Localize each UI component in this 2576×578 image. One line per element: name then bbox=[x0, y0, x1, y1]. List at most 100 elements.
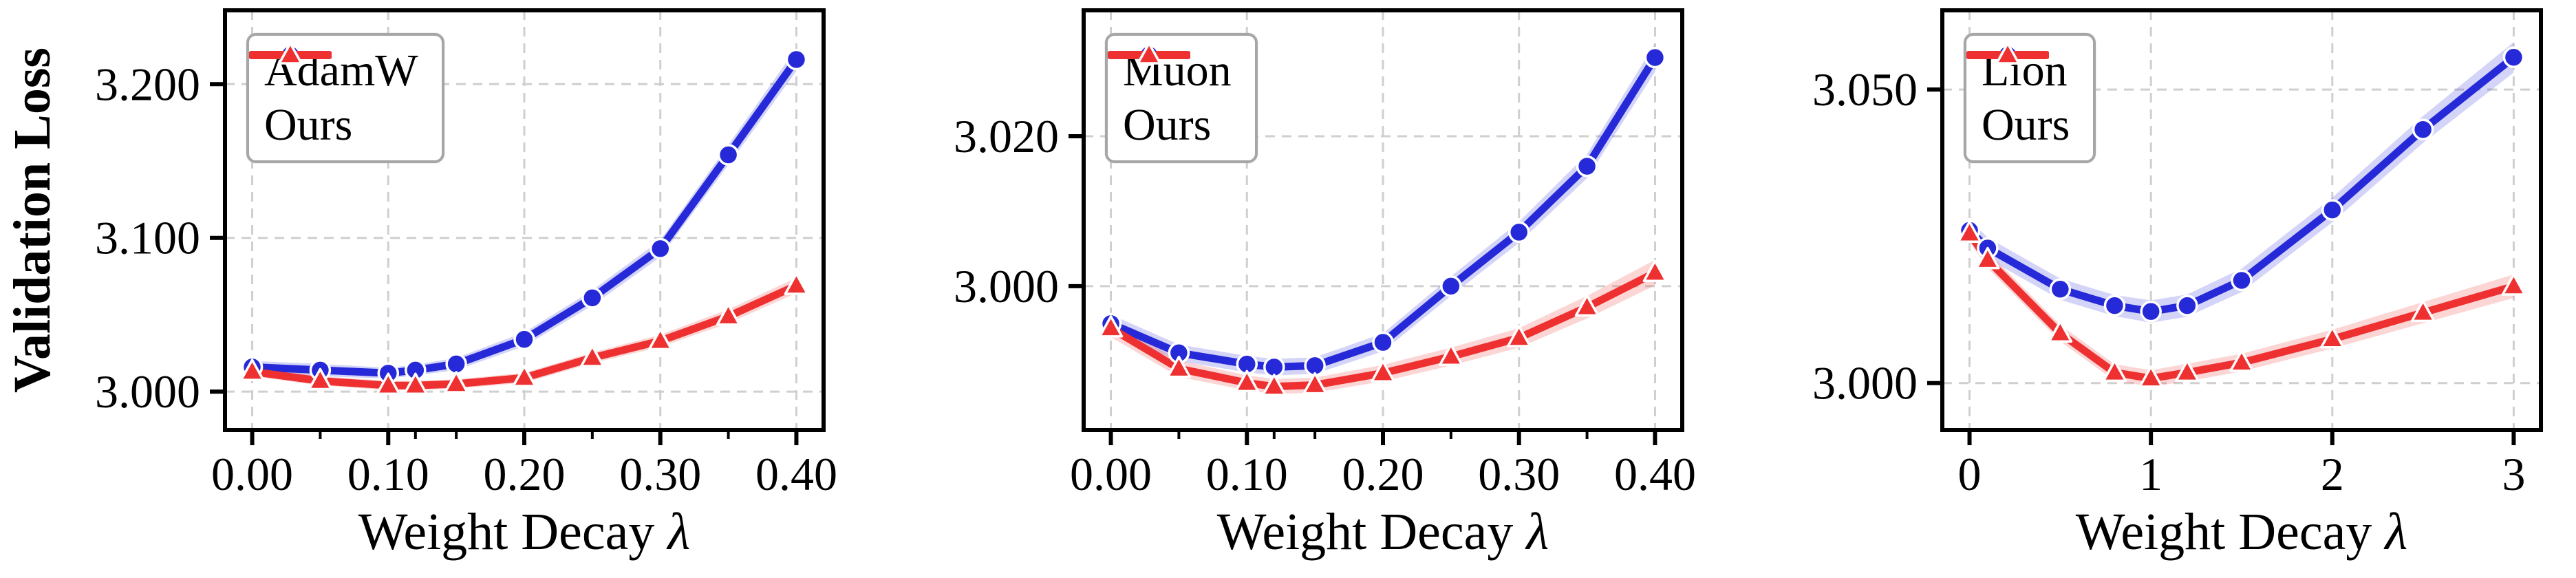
legend-label: Ours bbox=[1982, 100, 2070, 151]
adamw-marker bbox=[717, 144, 740, 166]
ours-line bbox=[1966, 229, 2518, 383]
ours-marker bbox=[1957, 220, 1982, 243]
lion-marker bbox=[2321, 199, 2343, 221]
ours-marker bbox=[1098, 315, 1124, 338]
legend-label: Ours bbox=[264, 100, 353, 151]
ours-marker bbox=[239, 358, 265, 381]
ours-marker bbox=[647, 328, 673, 351]
x-tick-label: 2 bbox=[2321, 448, 2344, 500]
adamw-marker bbox=[581, 287, 603, 309]
ours-marker bbox=[403, 372, 428, 395]
legend-item-ours: Ours bbox=[1966, 42, 2070, 151]
ours-marker bbox=[308, 367, 333, 391]
ours-marker bbox=[1302, 372, 1327, 395]
y-tick-label: 3.020 bbox=[954, 110, 1059, 162]
x-tick-label: 3 bbox=[2502, 448, 2525, 500]
chart-panel-adamw: 0.00 0.10 0.20 0.30 0.40 3.000 3.100 3.200 Weigh… bbox=[0, 0, 859, 578]
y-tick-label: 3.200 bbox=[95, 58, 200, 110]
x-tick-label: 0.00 bbox=[211, 448, 293, 500]
ours-marker bbox=[444, 371, 469, 394]
y-tick-label: 3.000 bbox=[1812, 357, 1918, 409]
x-tick-label: 0.10 bbox=[347, 448, 429, 500]
plot-canvas-muon: 0.00 0.10 0.20 0.30 0.40 3.000 3.020 Weight Dec… bbox=[954, 8, 1696, 561]
legend-item-ours: Ours bbox=[249, 42, 418, 151]
adamw-marker bbox=[785, 48, 808, 71]
x-tick-label: 1 bbox=[2139, 448, 2162, 500]
adamw-marker bbox=[513, 328, 535, 350]
ours-line bbox=[248, 281, 800, 389]
ours-marker bbox=[1642, 259, 1668, 282]
legend: AdamW Ours bbox=[246, 33, 444, 163]
ours-marker bbox=[1506, 325, 1532, 347]
muon-marker bbox=[1507, 221, 1530, 244]
x-tick-label: 0 bbox=[1958, 448, 1982, 500]
x-tick-label: 0.20 bbox=[484, 448, 566, 500]
ours-marker bbox=[512, 365, 537, 387]
x-tick-label: 0.30 bbox=[619, 448, 701, 500]
plot-canvas-lion: 0 1 2 3 3.000 3.050 Weight Decay λ bbox=[1812, 8, 2543, 561]
ours-marker bbox=[2501, 273, 2526, 296]
x-axis-label: Weight Decay λ bbox=[358, 503, 691, 561]
lion-line bbox=[1966, 53, 2518, 316]
legend-triangle-marker-icon bbox=[249, 42, 332, 65]
ours-marker bbox=[1439, 343, 1463, 366]
legend-triangle-marker-icon bbox=[1108, 42, 1190, 65]
muon-line bbox=[1107, 54, 1659, 371]
y-tick-label: 3.000 bbox=[95, 365, 200, 418]
ours-marker bbox=[2410, 299, 2436, 323]
ours-marker bbox=[2320, 326, 2345, 349]
muon-marker bbox=[1372, 331, 1394, 354]
legend-triangle-marker-icon bbox=[1966, 42, 2049, 65]
lion-marker bbox=[2502, 46, 2525, 69]
muon-marker bbox=[1644, 46, 1666, 69]
legend: Lion Ours bbox=[1964, 33, 2096, 163]
y-tick-label: 3.000 bbox=[954, 260, 1059, 312]
y-tick-label: 3.100 bbox=[95, 212, 200, 264]
chart-panel-muon: 0.00 0.10 0.20 0.30 0.40 3.000 3.020 Weight Dec… bbox=[859, 0, 1717, 578]
ours-marker bbox=[1234, 370, 1260, 393]
lion-marker bbox=[2049, 278, 2072, 300]
ours-marker bbox=[716, 303, 741, 326]
x-axis-label: Weight Decay λ bbox=[2076, 503, 2408, 561]
ours-marker bbox=[2048, 320, 2073, 343]
x-axis-label: Weight Decay λ bbox=[1217, 503, 1549, 561]
lion-marker bbox=[2412, 118, 2434, 140]
ours-marker bbox=[2138, 365, 2163, 388]
ours-marker bbox=[1166, 355, 1192, 378]
y-tick-label: 3.050 bbox=[1812, 63, 1918, 116]
ours-marker bbox=[2229, 350, 2254, 372]
ours-marker bbox=[376, 372, 401, 395]
x-tick-label: 0.00 bbox=[1070, 448, 1152, 500]
x-tick-label: 0.40 bbox=[755, 448, 837, 500]
lion-marker bbox=[2103, 295, 2126, 317]
ours-marker bbox=[1975, 246, 2000, 270]
ours-marker bbox=[1262, 374, 1287, 396]
adamw-marker bbox=[649, 237, 672, 260]
plot-canvas-adamw: 0.00 0.10 0.20 0.30 0.40 3.000 3.100 3.200 Weigh… bbox=[3, 8, 837, 561]
legend-label: Ours bbox=[1123, 100, 1212, 151]
ours-marker bbox=[2175, 359, 2200, 383]
muon-marker bbox=[1576, 155, 1598, 178]
ours-line bbox=[1107, 268, 1659, 391]
x-tick-label: 0.10 bbox=[1206, 448, 1288, 500]
ours-marker bbox=[784, 272, 809, 295]
lion-marker bbox=[2231, 269, 2253, 292]
x-tick-label: 0.20 bbox=[1342, 448, 1424, 500]
x-tick-label: 0.30 bbox=[1478, 448, 1560, 500]
adamw-marker bbox=[445, 353, 467, 375]
adamw-line bbox=[248, 56, 800, 377]
legend: Muon Ours bbox=[1105, 33, 1258, 163]
plot-spines bbox=[1940, 8, 2543, 432]
chart-panel-lion: 0 1 2 3 3.000 3.050 Weight Decay λ Lion Ours bbox=[1717, 0, 2576, 578]
lion-marker bbox=[2140, 300, 2162, 323]
ours-marker bbox=[580, 345, 605, 367]
muon-marker bbox=[1440, 275, 1462, 297]
ours-marker bbox=[2102, 359, 2127, 383]
y-axis-label: Validation Loss bbox=[3, 47, 61, 393]
ours-marker bbox=[1574, 294, 1600, 317]
legend-item-ours: Ours bbox=[1108, 42, 1232, 151]
ours-marker bbox=[1371, 360, 1395, 383]
lion-marker bbox=[2176, 295, 2198, 317]
x-tick-label: 0.40 bbox=[1614, 448, 1696, 500]
